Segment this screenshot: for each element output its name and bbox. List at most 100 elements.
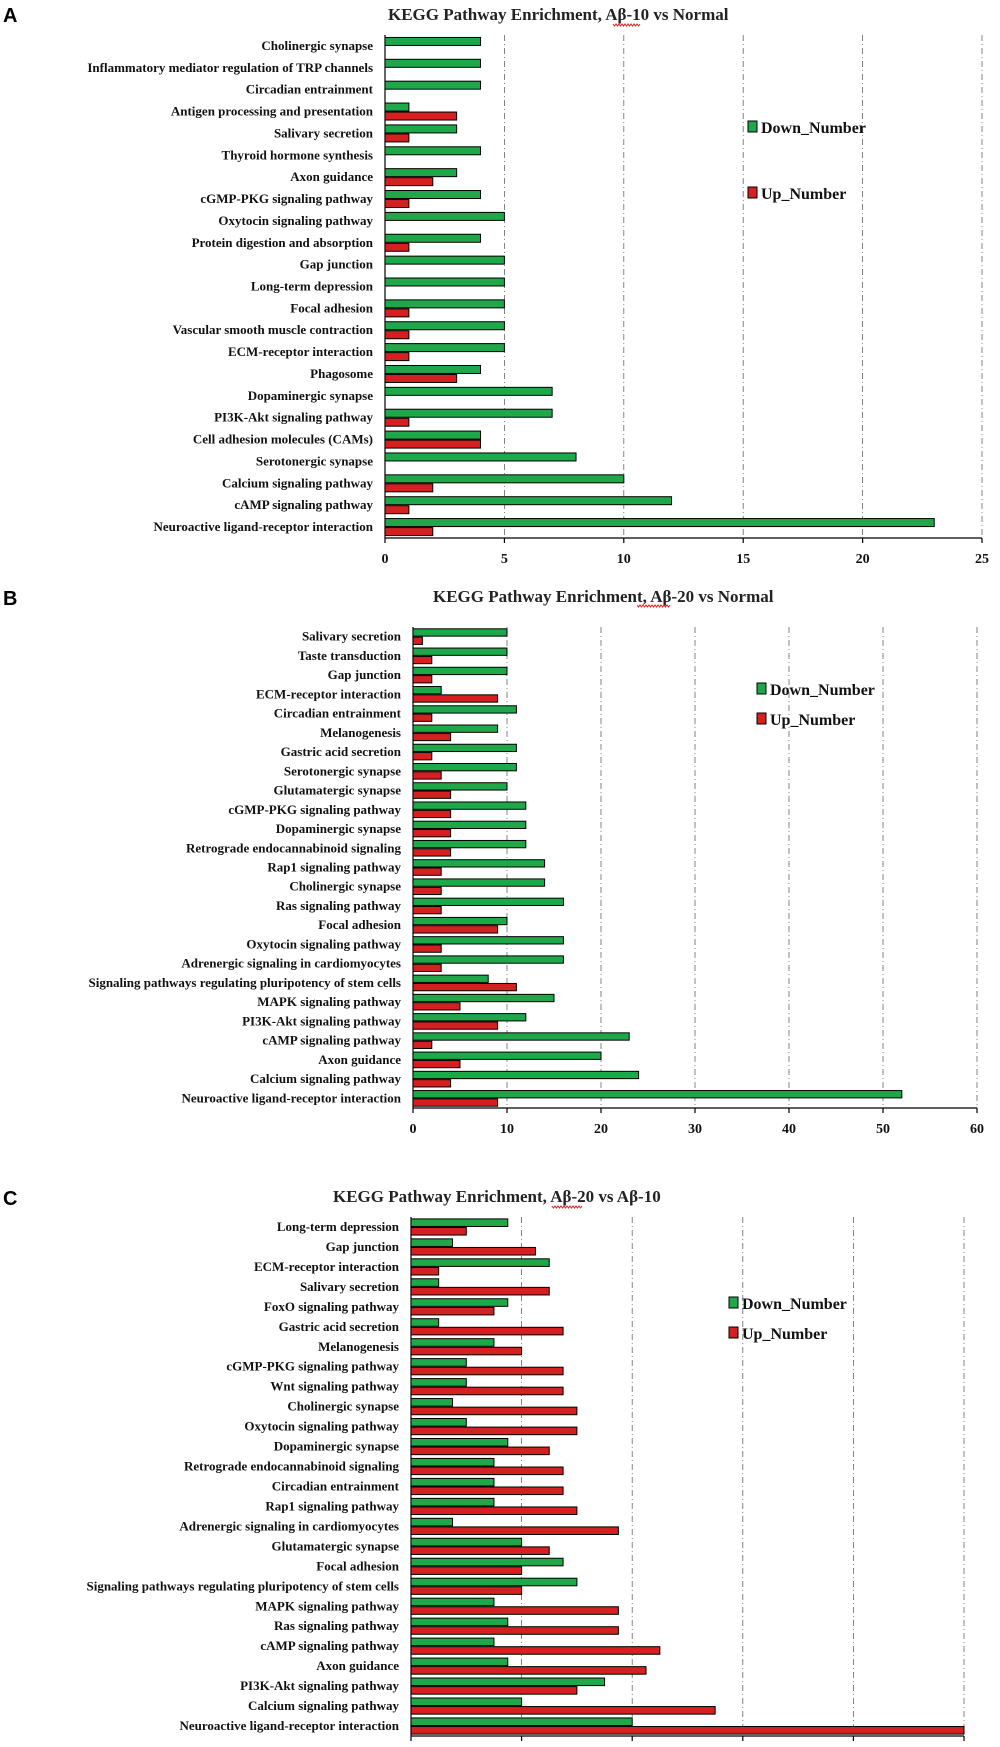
category-label: Cholinergic synapse bbox=[287, 1399, 399, 1414]
bar-down-number bbox=[412, 993, 555, 1003]
bar-up-number bbox=[412, 771, 442, 780]
bar-down-number bbox=[384, 299, 505, 309]
chart-title: KEGG Pathway Enrichment, Aβ-10 vs Normal bbox=[388, 5, 729, 24]
bar-up-number bbox=[410, 1706, 716, 1715]
legend-swatch-up bbox=[747, 186, 758, 199]
category-label: Cell adhesion molecules (CAMs) bbox=[193, 432, 373, 447]
bar-up-number bbox=[412, 1079, 452, 1088]
x-tick-label: 0 bbox=[410, 1122, 417, 1137]
category-label: Serotonergic synapse bbox=[284, 763, 401, 778]
x-tick-label: 10 bbox=[617, 552, 631, 567]
bar-down-number bbox=[384, 496, 673, 506]
category-label: Focal adhesion bbox=[290, 300, 373, 315]
bar-up-number bbox=[410, 1626, 619, 1635]
bar-up-number bbox=[410, 1386, 564, 1396]
bar-up-number bbox=[384, 505, 410, 515]
bar-up-number bbox=[412, 713, 433, 722]
category-label: MAPK signaling pathway bbox=[257, 994, 401, 1009]
spellcheck-squiggle bbox=[612, 23, 641, 27]
category-label: cAMP signaling pathway bbox=[260, 1638, 399, 1653]
bar-up-number bbox=[412, 1021, 499, 1030]
bar-up-number bbox=[410, 1606, 619, 1615]
bar-down-number bbox=[412, 916, 508, 926]
bar-down-number bbox=[412, 936, 564, 945]
category-label: Rap1 signaling pathway bbox=[265, 1498, 399, 1513]
bar-down-number bbox=[410, 1677, 606, 1687]
category-label: Glutamatergic synapse bbox=[272, 1538, 400, 1553]
bar-down-number bbox=[384, 343, 505, 353]
bar-down-number bbox=[410, 1657, 509, 1667]
bar-down-number bbox=[412, 705, 517, 714]
category-label: Cholinergic synapse bbox=[261, 38, 373, 53]
bar-down-number bbox=[384, 58, 482, 68]
bar-down-number bbox=[384, 364, 482, 374]
bar-up-number bbox=[412, 694, 499, 703]
legend-swatch-up bbox=[756, 712, 767, 725]
category-label: Calcium signaling pathway bbox=[222, 475, 373, 490]
x-tick-label: 20 bbox=[856, 552, 870, 567]
category-label: Taste transduction bbox=[298, 648, 402, 663]
bar-down-number bbox=[384, 321, 505, 331]
bar-up-number bbox=[412, 963, 442, 973]
bar-down-number bbox=[384, 255, 505, 265]
category-label: Calcium signaling pathway bbox=[248, 1698, 399, 1713]
legend-swatch-up bbox=[728, 1326, 739, 1339]
bar-down-number bbox=[410, 1557, 564, 1567]
legend-label: Up_Number bbox=[742, 1326, 827, 1343]
bar-down-number bbox=[410, 1218, 509, 1227]
legend-label: Down_Number bbox=[742, 1296, 847, 1313]
category-label: Gastric acid secretion bbox=[279, 1319, 400, 1334]
bar-down-number bbox=[384, 36, 482, 46]
bar-down-number bbox=[412, 955, 564, 964]
bar-up-number bbox=[384, 133, 410, 143]
bar-up-number bbox=[412, 1002, 461, 1011]
category-label: Long-term depression bbox=[251, 279, 374, 294]
category-label: PI3K-Akt signaling pathway bbox=[240, 1678, 399, 1693]
bar-down-number bbox=[412, 1032, 630, 1041]
legend-swatch-down bbox=[728, 1296, 739, 1309]
bar-up-number bbox=[410, 1646, 661, 1655]
bar-down-number bbox=[384, 211, 505, 221]
category-label: Axon guidance bbox=[316, 1658, 399, 1673]
category-label: Glutamatergic synapse bbox=[274, 783, 402, 798]
category-label: ECM-receptor interaction bbox=[254, 1259, 400, 1274]
bar-down-number bbox=[412, 820, 527, 830]
bar-down-number bbox=[410, 1457, 495, 1467]
bar-up-number bbox=[412, 790, 452, 799]
bar-up-number bbox=[412, 848, 452, 857]
category-label: PI3K-Akt signaling pathway bbox=[242, 1013, 401, 1028]
bar-up-number bbox=[410, 1446, 550, 1456]
chart-title: KEGG Pathway Enrichment, Aβ-20 vs Normal bbox=[433, 587, 774, 606]
legend-label: Up_Number bbox=[770, 712, 855, 729]
bar-up-number bbox=[412, 752, 433, 761]
bar-down-number bbox=[384, 452, 577, 462]
bar-down-number bbox=[384, 168, 458, 178]
bar-down-number bbox=[384, 518, 935, 528]
category-label: FoxO signaling pathway bbox=[264, 1299, 400, 1314]
category-label: Phagosome bbox=[310, 366, 373, 381]
bar-up-number bbox=[410, 1566, 523, 1575]
category-label: Thyroid hormone synthesis bbox=[222, 147, 373, 162]
bar-down-number bbox=[412, 762, 517, 772]
category-label: cGMP-PKG signaling pathway bbox=[228, 802, 401, 817]
bar-down-number bbox=[384, 408, 553, 418]
bar-down-number bbox=[412, 1051, 602, 1060]
x-tick-label: 20 bbox=[594, 1122, 608, 1137]
bar-down-number bbox=[412, 878, 546, 887]
bar-down-number bbox=[410, 1258, 550, 1267]
category-label: Focal adhesion bbox=[318, 917, 401, 932]
bar-down-number bbox=[412, 666, 508, 676]
bar-up-number bbox=[410, 1666, 647, 1675]
category-label: Gap junction bbox=[300, 257, 374, 272]
category-label: Gap junction bbox=[326, 1239, 400, 1254]
chart-panel-b: B KEGG Pathway Enrichment, Aβ-20 vs Norma… bbox=[3, 587, 984, 1137]
spellcheck-squiggle bbox=[551, 1205, 583, 1209]
legend-label: Up_Number bbox=[761, 186, 846, 203]
category-label: Rap1 signaling pathway bbox=[267, 860, 401, 875]
bar-down-number bbox=[410, 1577, 578, 1587]
category-label: Vascular smooth muscle contraction bbox=[173, 322, 374, 337]
bar-up-number bbox=[384, 199, 410, 209]
bar-down-number bbox=[410, 1278, 440, 1287]
x-tick-label: 50 bbox=[876, 1122, 890, 1137]
